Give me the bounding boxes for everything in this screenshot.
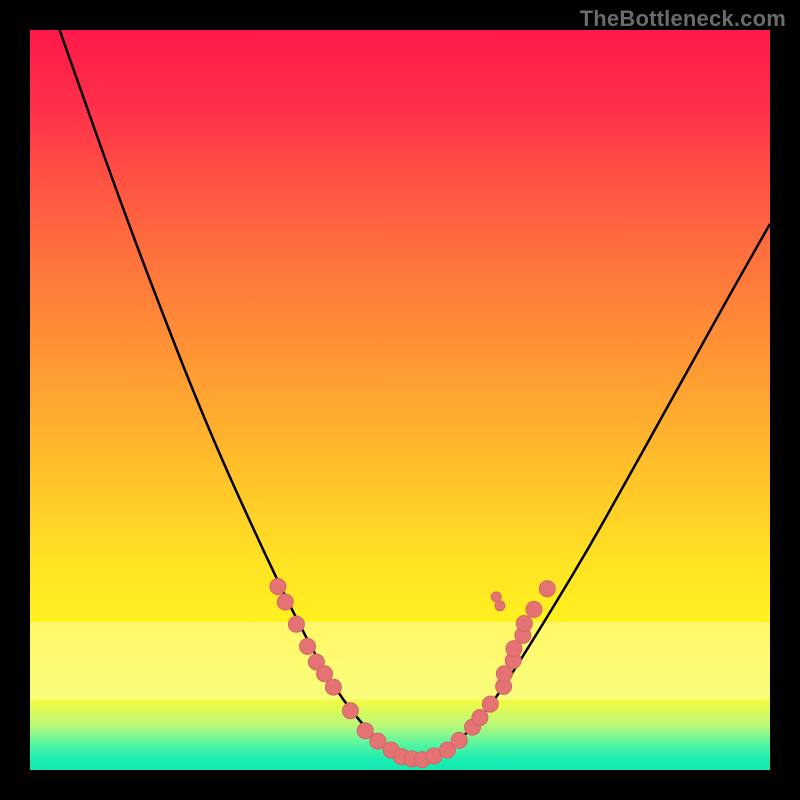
plot-area xyxy=(30,30,770,770)
chart-frame: TheBottleneck.com xyxy=(0,0,800,800)
marker-dot xyxy=(300,638,316,654)
marker-dot xyxy=(472,709,488,725)
marker-dot xyxy=(342,703,358,719)
watermark-text: TheBottleneck.com xyxy=(580,6,786,32)
marker-dot xyxy=(325,679,341,695)
pale-yellow-band xyxy=(30,622,770,700)
marker-dot xyxy=(277,594,293,610)
marker-dot xyxy=(288,616,304,632)
marker-dot xyxy=(482,696,498,712)
chart-svg xyxy=(0,0,800,800)
marker-dot xyxy=(495,601,505,611)
marker-dot xyxy=(451,732,467,748)
marker-dot xyxy=(526,601,542,617)
marker-dot xyxy=(270,578,286,594)
marker-dot xyxy=(539,581,555,597)
marker-dot xyxy=(516,615,532,631)
